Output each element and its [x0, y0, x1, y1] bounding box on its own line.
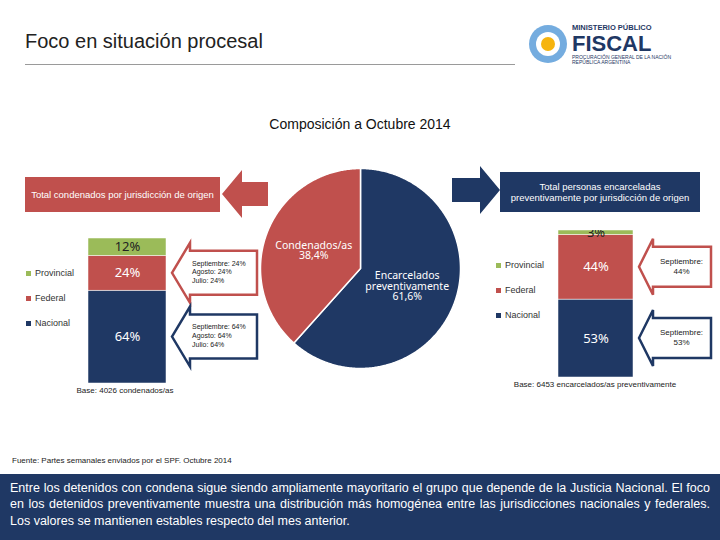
html-text:Septiembre: 24%: Septiembre: 24% — [192, 259, 246, 267]
html-text:Base: 6453 encarcelados/as pre: Base: 6453 encarcelados/as preventivamen… — [513, 380, 677, 389]
html-text:FISCAL: FISCAL — [572, 30, 652, 56]
html-text:Septiembre: 53%: Septiembre: 53% — [659, 328, 704, 347]
html-text:Federal: Federal — [35, 293, 66, 303]
html-text:Fuente: Partes semanales envia: Fuente: Partes semanales enviados por el… — [12, 456, 232, 465]
html-text:Federal: Federal — [505, 285, 536, 295]
svg-text:3%: 3% — [587, 230, 605, 241]
html-text:Entre los detenidos con conden: Entre los detenidos con condena sigue si… — [10, 481, 710, 528]
svg-text:53%: 53% — [583, 329, 609, 347]
svg-text:24%: 24% — [115, 263, 141, 281]
html-text:REPÚBLICA ARGENTINA: REPÚBLICA ARGENTINA — [572, 59, 631, 66]
html-text:Agosto: 24%: Agosto: 24% — [192, 268, 232, 276]
html-text:MINISTERIO PÚBLICO: MINISTERIO PÚBLICO — [572, 23, 652, 32]
html-text:Total condenados por jurisdicc: Total condenados por jurisdicción de ori… — [31, 188, 214, 200]
html-text:PROCURACIÓN GENERAL DE LA NACI: PROCURACIÓN GENERAL DE LA NACIÓN — [572, 54, 671, 60]
html-text:Nacional: Nacional — [505, 310, 540, 320]
html-text:Septiembre: 44%: Septiembre: 44% — [659, 256, 704, 276]
html-text:Provincial: Provincial — [505, 260, 544, 270]
html-text:Composición a Octubre 2014: Composición a Octubre 2014 — [269, 116, 451, 132]
html-text:Provincial: Provincial — [35, 268, 74, 278]
html-text:Foco en situación procesal: Foco en situación procesal — [25, 30, 263, 52]
svg-text:Encarceladospreventivamente61,: Encarceladospreventivamente61,6% — [365, 268, 449, 303]
html-text:Base: 4026 condenados/as: Base: 4026 condenados/as — [76, 386, 174, 395]
html-text:Julio: 24%: Julio: 24% — [192, 277, 225, 285]
svg-text:Condenados/as38,4%: Condenados/as38,4% — [275, 238, 352, 263]
html-text:Septiembre: 64%: Septiembre: 64% — [192, 323, 246, 331]
html-text:Agosto: 64%: Agosto: 64% — [192, 332, 232, 340]
svg-text:44%: 44% — [583, 257, 609, 275]
html-text:Total personas encarceladas pr: Total personas encarceladas preventivame… — [510, 180, 690, 203]
html-text:Nacional: Nacional — [35, 318, 70, 328]
svg-text:64%: 64% — [115, 327, 141, 345]
html-text:Julio: 64%: Julio: 64% — [192, 341, 225, 348]
svg-text:12%: 12% — [115, 238, 141, 255]
